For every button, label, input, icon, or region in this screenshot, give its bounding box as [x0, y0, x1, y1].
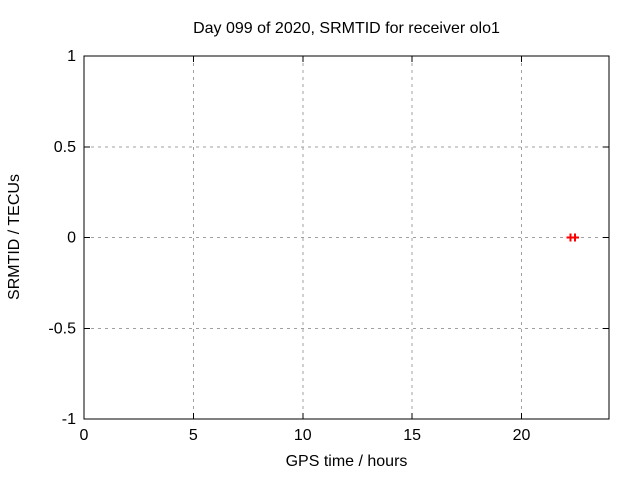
chart-title: Day 099 of 2020, SRMTID for receiver olo…	[193, 20, 500, 37]
y-tick-label: 0	[67, 230, 76, 247]
x-tick-label: 10	[294, 427, 312, 444]
x-tick-label: 15	[403, 427, 421, 444]
y-tick-label: -0.5	[48, 320, 76, 337]
x-tick-label: 5	[189, 427, 198, 444]
x-axis-label: GPS time / hours	[285, 453, 408, 470]
y-tick-label: 1	[67, 48, 76, 65]
x-tick-label: 20	[513, 427, 531, 444]
y-tick-label: -1	[62, 411, 76, 428]
x-tick-label: 0	[80, 427, 89, 444]
y-tick-label: 0.5	[54, 139, 76, 156]
